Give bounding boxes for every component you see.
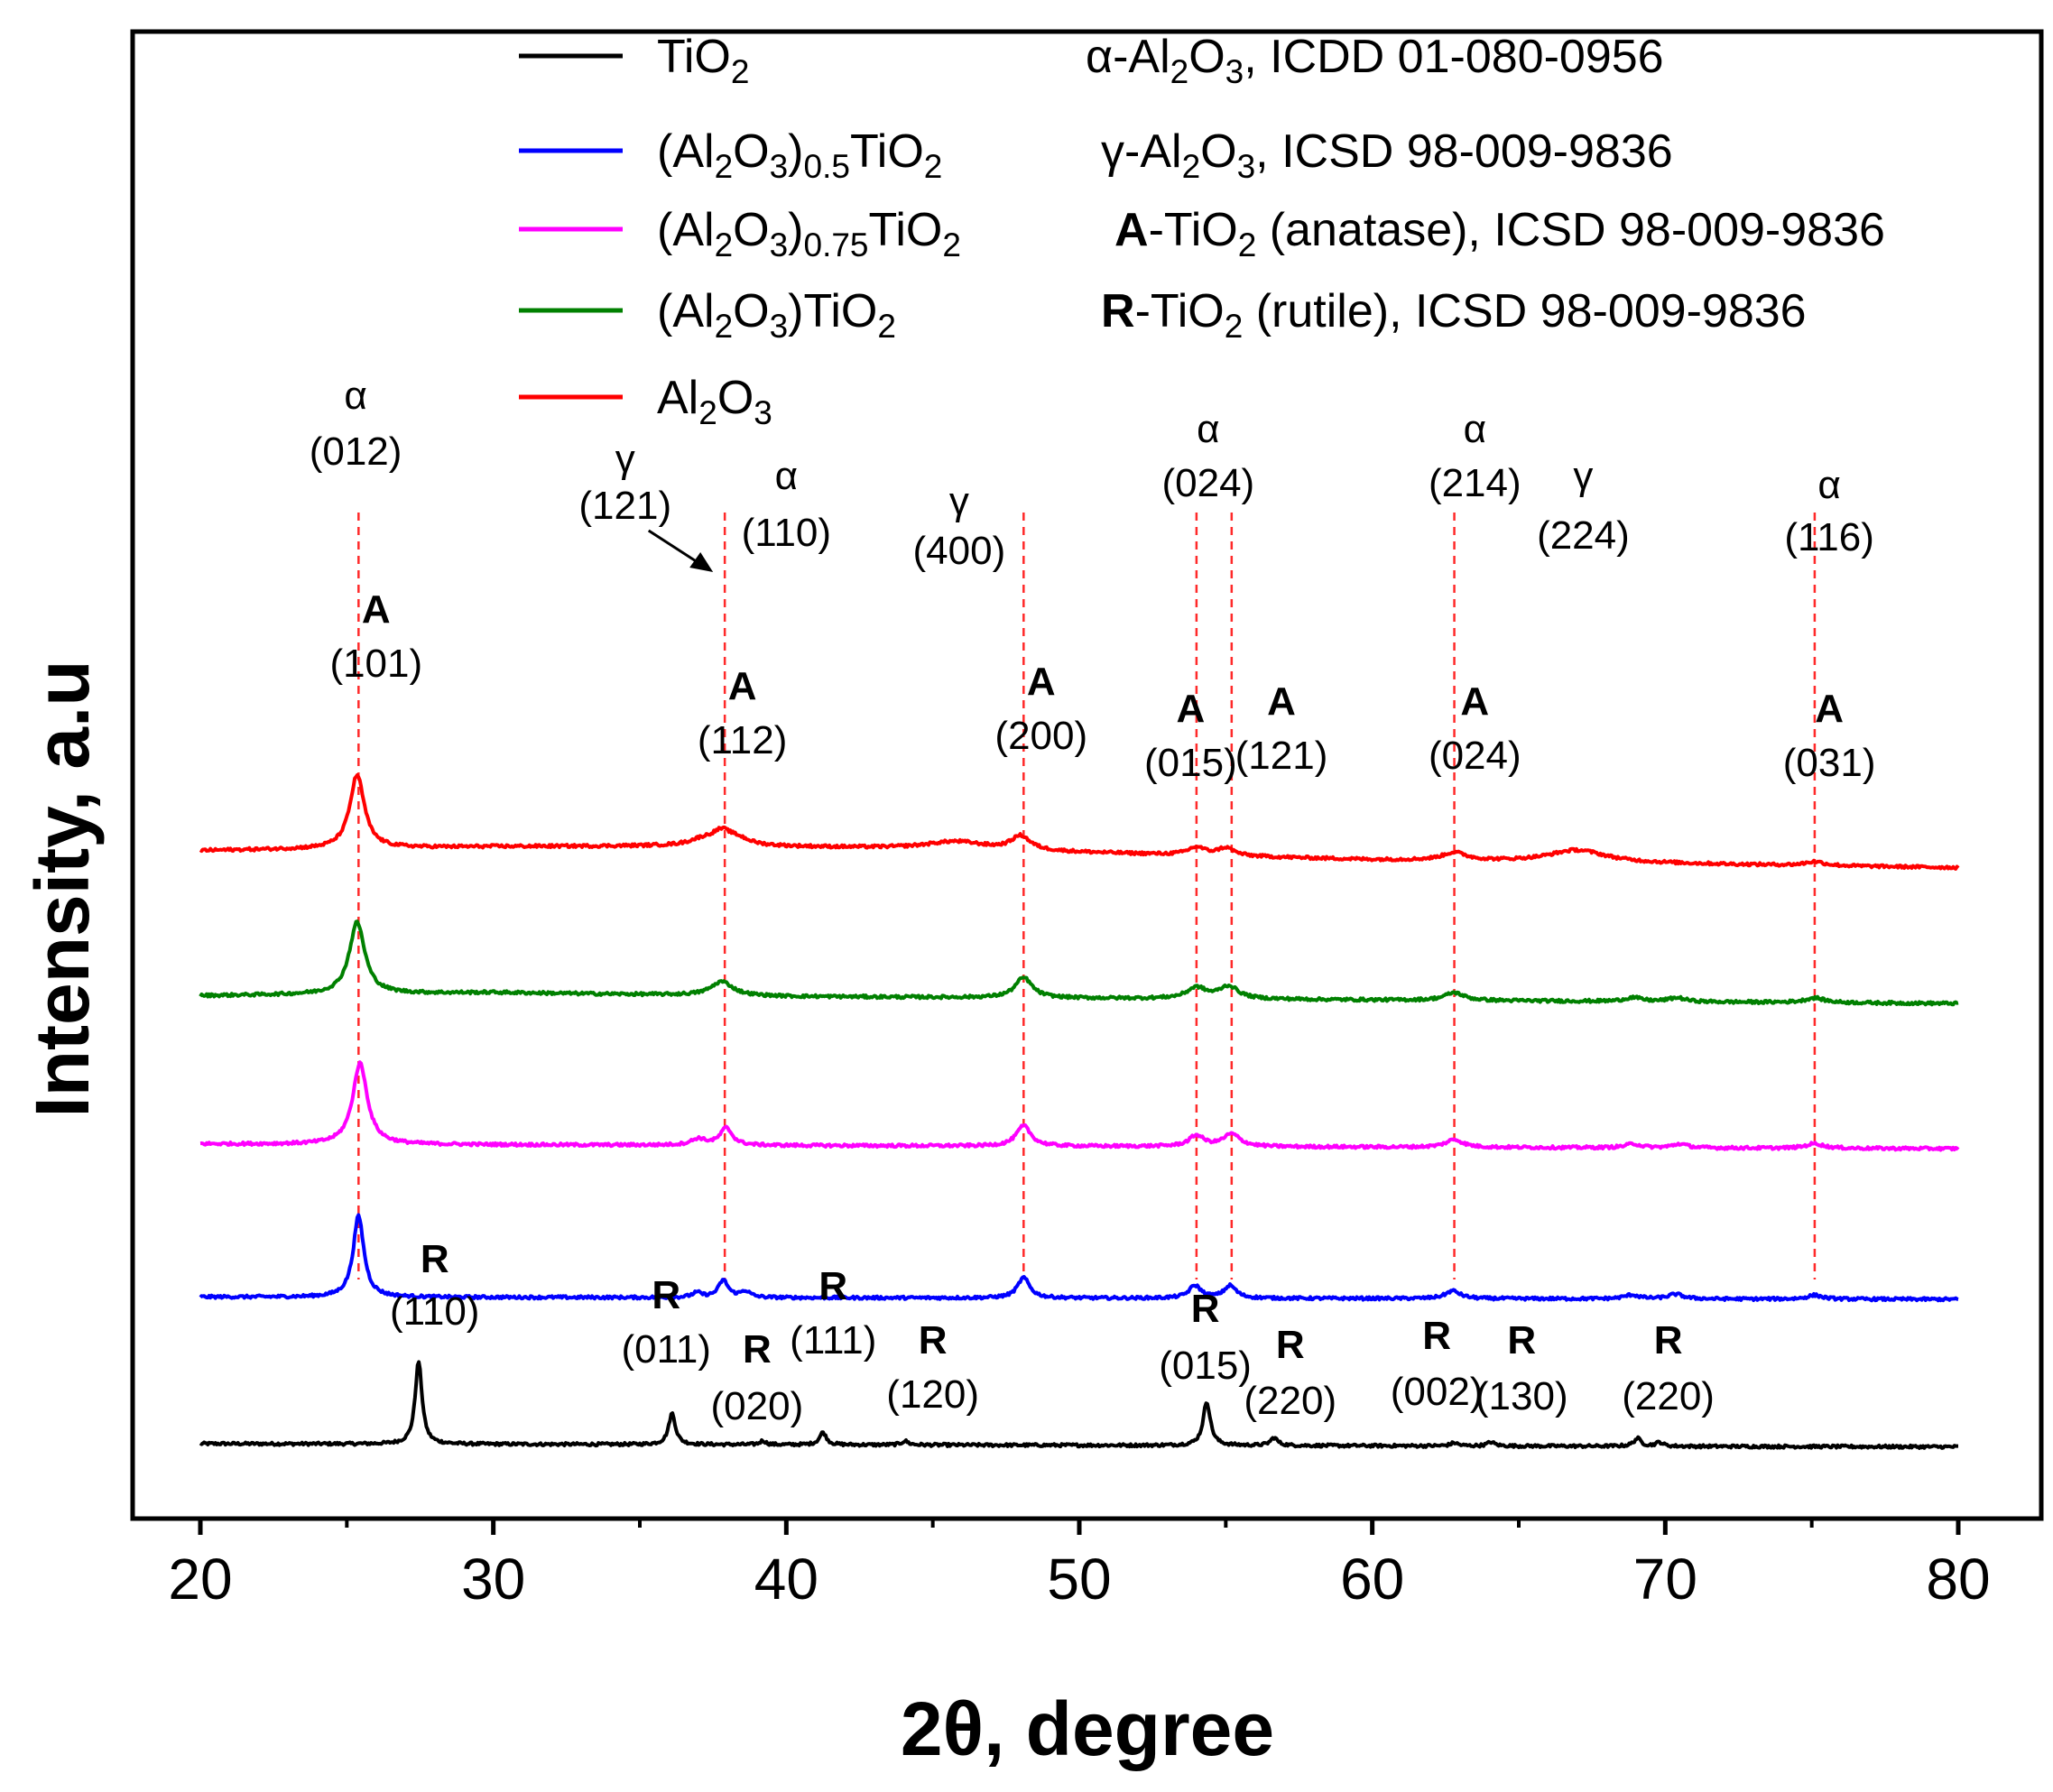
series-line-3 — [199, 919, 1959, 1007]
anatase-peak-phase-2: A — [1027, 660, 1056, 704]
reference-lines — [357, 513, 1817, 1279]
rutile-peak-phase-5: R — [1191, 1287, 1220, 1331]
reference-legend-3: R-TiO2 (rutile), ICSD 98-009-9836 — [1101, 285, 1807, 345]
rutile-peak-hkl-6: (220) — [1244, 1379, 1336, 1423]
rutile-peak-hkl-5: (015) — [1159, 1344, 1252, 1388]
alumina-peak-phase-5: α — [1464, 407, 1486, 451]
reference-legend-2: A-TiO2 (anatase), ICSD 98-009-9836 — [1114, 204, 1885, 263]
rutile-peak-hkl-4: (120) — [886, 1372, 979, 1417]
x-tick-label-0: 20 — [168, 1547, 232, 1612]
legend-label-2: (Al2O3)0.75TiO2 — [657, 204, 961, 263]
rutile-peak-phase-4: R — [919, 1318, 948, 1362]
series-line-1 — [199, 1213, 1959, 1303]
anatase-peak-hkl-4: (121) — [1235, 734, 1328, 778]
alumina-peak-phase-7: α — [1817, 463, 1840, 507]
x-axis-title: 2θ, degree — [901, 1686, 1274, 1771]
plot-frame — [130, 29, 2044, 1521]
y-axis-title: Intensity, a.u — [20, 660, 105, 1117]
series-line-4 — [199, 773, 1960, 871]
anatase-peak-phase-1: A — [728, 664, 757, 708]
legend: TiO2 (Al2O3)0.5TiO2 (Al2O3)0.75TiO2 (Al2O3)… — [519, 31, 1885, 431]
gamma-121-arrow-head — [689, 552, 714, 572]
alumina-peak-hkl-4: (024) — [1161, 461, 1254, 505]
rutile-peak-hkl-0: (110) — [390, 1289, 479, 1334]
reference-legend-0: α-Al2O3, ICDD 01-080-0956 — [1086, 31, 1664, 90]
rutile-peak-hkl-1: (011) — [621, 1327, 710, 1372]
x-axis: 20 30 40 50 60 70 80 — [168, 1519, 1991, 1612]
x-tick-label-2: 40 — [754, 1547, 818, 1612]
alumina-peak-phase-1: γ — [615, 437, 635, 481]
legend-label-1: (Al2O3)0.5TiO2 — [657, 125, 942, 185]
rutile-peak-phase-7: R — [1422, 1314, 1451, 1358]
alumina-peak-phase-6: γ — [1573, 454, 1593, 498]
anatase-peak-hkl-0: (101) — [329, 642, 422, 686]
x-tick-label-6: 80 — [1926, 1547, 1990, 1612]
anatase-peak-hkl-3: (015) — [1144, 741, 1237, 785]
series-line-2 — [199, 1060, 1960, 1152]
peak-annotations: α(012) γ(121)α(110)γ(400)α(024)α(214) γ(22… — [310, 374, 1876, 1428]
anatase-peak-hkl-1: (112) — [698, 718, 787, 762]
rutile-peak-phase-9: R — [1654, 1318, 1683, 1362]
legend-label-3: (Al2O3)TiO2 — [657, 285, 896, 345]
alumina-peak-hkl-2: (110) — [742, 511, 831, 555]
legend-label-0: TiO2 — [657, 31, 749, 90]
alumina-peak-phase-4: α — [1197, 407, 1219, 451]
alumina-peak-hkl-5: (214) — [1429, 461, 1521, 505]
anatase-peak-hkl-5: (024) — [1429, 734, 1521, 778]
legend-label-4: Al2O3 — [657, 372, 772, 431]
alumina-peak-phase-3: γ — [949, 479, 969, 523]
anatase-peak-phase-6: A — [1815, 687, 1844, 731]
series-layer — [199, 773, 1960, 1450]
rutile-peak-phase-3: R — [818, 1264, 847, 1308]
alumina-peak-hkl-7: (116) — [1784, 515, 1873, 559]
x-tick-label-4: 60 — [1340, 1547, 1404, 1612]
anatase-peak-hkl-2: (200) — [994, 714, 1087, 758]
x-tick-label-1: 30 — [461, 1547, 525, 1612]
reference-legend-1: γ-Al2O3, ICSD 98-009-9836 — [1101, 125, 1673, 185]
rutile-peak-hkl-7: (002) — [1391, 1370, 1484, 1414]
rutile-peak-phase-6: R — [1276, 1323, 1305, 1367]
alumina-peak-hkl-3: (400) — [913, 529, 1006, 573]
anatase-peak-phase-3: A — [1176, 687, 1205, 731]
anatase-peak-phase-4: A — [1267, 679, 1296, 724]
anatase-peak-phase-5: A — [1460, 679, 1489, 724]
alumina-peak-phase-2: α — [775, 454, 798, 498]
anatase-peak-hkl-6: (031) — [1783, 741, 1876, 785]
rutile-peak-phase-1: R — [652, 1273, 680, 1317]
rutile-peak-hkl-3: (111) — [790, 1318, 876, 1362]
rutile-peak-phase-0: R — [421, 1237, 449, 1281]
rutile-peak-hkl-9: (220) — [1622, 1374, 1715, 1418]
rutile-peak-phase-2: R — [743, 1327, 772, 1372]
alumina-peak-hkl-0: (012) — [310, 430, 402, 474]
anatase-peak-phase-0: A — [362, 587, 391, 632]
alumina-peak-phase-0: α — [344, 374, 366, 418]
x-tick-label-3: 50 — [1047, 1547, 1111, 1612]
alumina-peak-hkl-1: (121) — [578, 484, 671, 528]
series-line-0 — [199, 1360, 1959, 1450]
alumina-peak-hkl-6: (224) — [1537, 513, 1630, 558]
x-tick-label-5: 70 — [1633, 1547, 1697, 1612]
rutile-peak-hkl-2: (020) — [711, 1384, 804, 1428]
rutile-peak-hkl-8: (130) — [1475, 1374, 1568, 1418]
rutile-peak-phase-8: R — [1507, 1318, 1536, 1362]
